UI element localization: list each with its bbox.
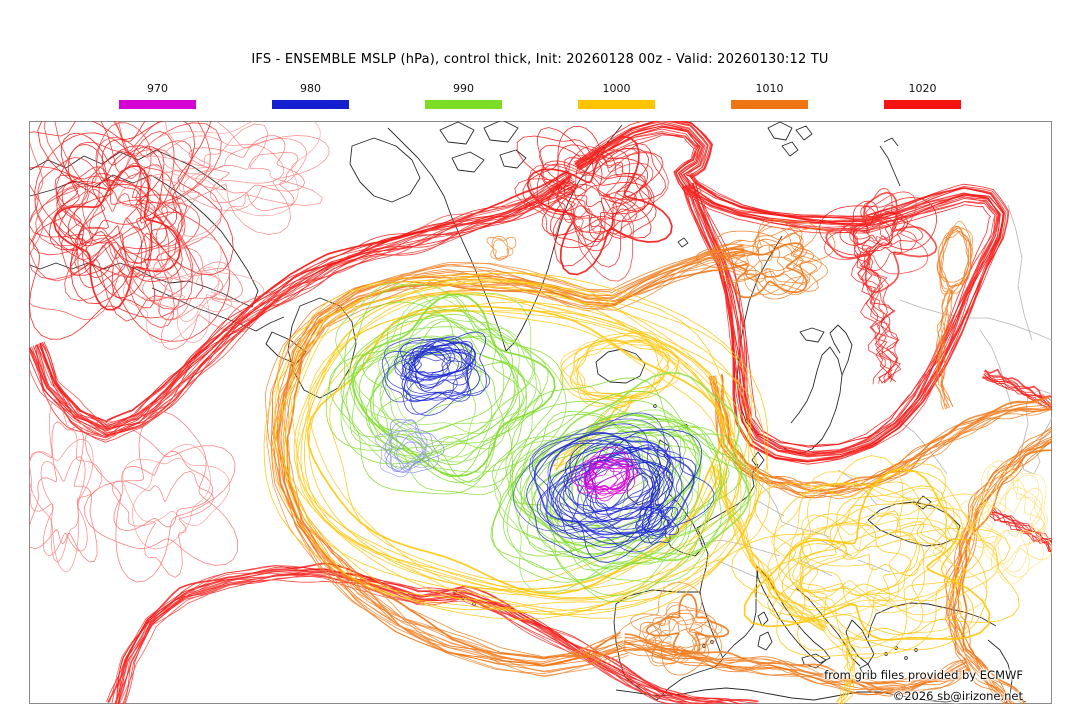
legend-level-label: 980 xyxy=(300,82,321,95)
contour-system-gold-balkans-mass xyxy=(731,455,1020,659)
legend-item-980: 980 xyxy=(272,82,349,109)
legend-level-label: 1000 xyxy=(602,82,631,95)
contour-layer xyxy=(29,121,1052,704)
legend: 970 980 990 1000 1010 1020 xyxy=(119,82,961,109)
legend-color-swatch xyxy=(731,100,808,109)
legend-level-label: 1020 xyxy=(908,82,937,95)
legend-color-swatch xyxy=(578,100,655,109)
contour-system-blue-sub-knot xyxy=(635,503,680,545)
legend-item-1020: 1020 xyxy=(884,82,961,109)
contour-system-magenta-core xyxy=(570,446,639,502)
contour-system-nw-high-se-extension xyxy=(123,236,265,350)
legend-color-swatch xyxy=(119,100,196,109)
contour-system-gold-east-extension xyxy=(958,460,1052,585)
page-title: IFS - ENSEMBLE MSLP (hPa), control thick… xyxy=(251,52,829,67)
contour-system-blue-west-small xyxy=(374,418,445,478)
contour-system-greenland-knot xyxy=(514,125,673,282)
legend-color-swatch xyxy=(884,100,961,109)
legend-level-label: 970 xyxy=(147,82,168,95)
legend-item-1010: 1010 xyxy=(731,82,808,109)
contour-system-orange-kara-link xyxy=(933,289,955,410)
contour-system-caspian-red-patch xyxy=(989,506,1052,553)
contour-system-orange-barents-blob xyxy=(695,218,836,300)
contour-system-gold-aegean-tail xyxy=(835,636,857,704)
contour-system-barents-descent xyxy=(851,246,902,385)
contour-system-left-edge-scatter xyxy=(29,398,103,573)
contour-system-nw-high-top-extension xyxy=(117,121,330,238)
legend-item-990: 990 xyxy=(425,82,502,109)
contour-system-orange-kara-loop xyxy=(936,220,973,295)
contour-system-blue-west-low xyxy=(381,331,490,416)
legend-level-label: 990 xyxy=(453,82,474,95)
contour-system-orange-spain-knot xyxy=(615,582,730,676)
legend-color-swatch xyxy=(425,100,502,109)
contour-system-orange-greenland-patch xyxy=(486,235,517,261)
contour-system-green-west-ring xyxy=(325,282,567,495)
attribution-source: from grib files provided by ECMWF xyxy=(824,668,1023,682)
legend-level-label: 1010 xyxy=(755,82,784,95)
contour-system-atlantic-west-band xyxy=(29,169,579,443)
legend-item-1000: 1000 xyxy=(578,82,655,109)
contour-system-barents-knot xyxy=(819,187,938,294)
attribution-copyright: ©2026 sb@irizone.net xyxy=(892,689,1023,703)
attribution: from grib files provided by ECMWF ©2026 … xyxy=(824,665,1023,707)
legend-color-swatch xyxy=(272,100,349,109)
legend-item-970: 970 xyxy=(119,82,196,109)
contour-system-nw-high-mass xyxy=(29,121,234,342)
contour-system-right-mid-band xyxy=(982,368,1052,411)
contour-system-sw-scatter xyxy=(84,411,238,583)
map-frame xyxy=(29,121,1052,704)
